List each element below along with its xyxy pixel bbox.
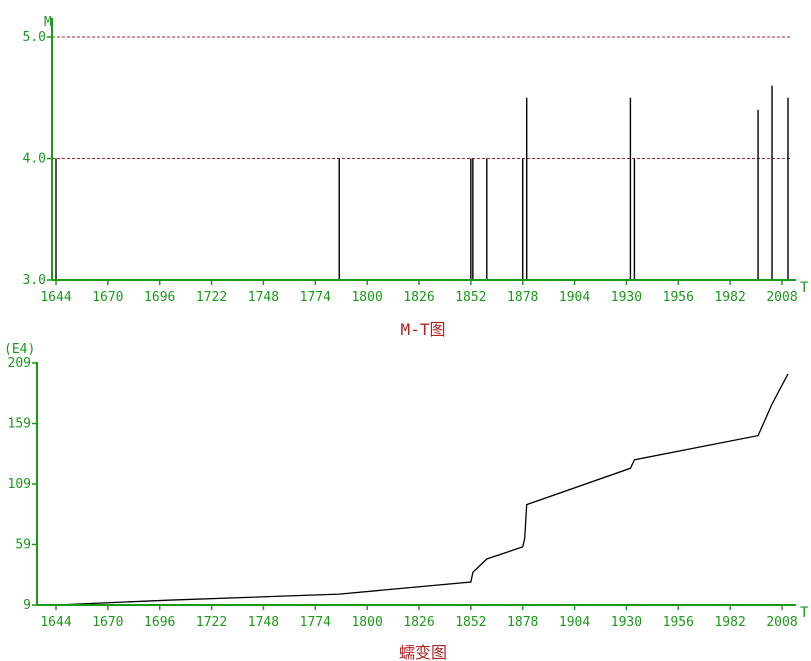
- creep-x-tick-label: 1670: [92, 615, 123, 630]
- mt-x-tick-label: 1930: [611, 290, 642, 305]
- mt-chart: 1644 1670 1696 1722 1748 1774 1800 1826 1852 1878…: [23, 15, 809, 339]
- mt-x-tick-label: 1748: [248, 290, 279, 305]
- creep-y-tick-label: 159: [8, 417, 31, 432]
- mt-x-tick-label: 1722: [196, 290, 227, 305]
- creep-y-tick-label: 59: [15, 538, 31, 553]
- mt-bars: [55, 85, 789, 280]
- mt-x-tick-label: 1956: [663, 290, 694, 305]
- mt-chart-title: M-T图: [401, 320, 446, 339]
- creep-x-tick-label: 1644: [40, 615, 71, 630]
- creep-y-ticks: 9 59 109 159 209: [8, 356, 37, 613]
- creep-x-axis-label: T: [800, 605, 809, 621]
- creep-x-tick-label: 1904: [559, 615, 590, 630]
- mt-ref-lines: [52, 36, 792, 159]
- creep-x-tick-label: 1852: [455, 615, 486, 630]
- creep-x-tick-label: 1956: [663, 615, 694, 630]
- creep-x-tick-label: 1878: [507, 615, 538, 630]
- creep-chart: 1644 1670 1696 1722 1748 1774 1800 1826 1852 1878…: [4, 342, 809, 661]
- creep-x-tick-label: 1722: [196, 615, 227, 630]
- mt-x-tick-label: 1982: [714, 290, 745, 305]
- creep-y-tick-label: 209: [8, 356, 31, 371]
- creep-x-tick-label: 1930: [611, 615, 642, 630]
- creep-y-axis-label: (E4): [4, 342, 35, 357]
- mt-x-tick-label: 1878: [507, 290, 538, 305]
- mt-x-tick-label: 1670: [92, 290, 123, 305]
- mt-y-tick-label: 4.0: [23, 152, 46, 167]
- mt-x-tick-label: 1644: [40, 290, 71, 305]
- creep-y-tick-label: 109: [8, 477, 31, 492]
- mt-x-tick-label: 1800: [351, 290, 382, 305]
- mt-x-ticks: 1644 1670 1696 1722 1748 1774 1800 1826 1852 1878…: [40, 280, 798, 305]
- mt-x-tick-label: 1696: [144, 290, 175, 305]
- mt-x-tick-label: 1826: [403, 290, 434, 305]
- mt-x-axis-label: T: [800, 280, 809, 296]
- creep-x-tick-label: 1800: [351, 615, 382, 630]
- creep-chart-title: 蠕变图: [399, 643, 447, 661]
- mt-x-tick-label: 1904: [559, 290, 590, 305]
- mt-x-tick-label: 2008: [766, 290, 797, 305]
- creep-y-tick-label: 9: [23, 598, 31, 613]
- creep-line: [55, 373, 789, 606]
- creep-x-tick-label: 1982: [714, 615, 745, 630]
- mt-y-tick-label: 3.0: [23, 273, 46, 288]
- creep-x-tick-label: 1826: [403, 615, 434, 630]
- mt-x-tick-label: 1774: [300, 290, 331, 305]
- creep-x-tick-label: 1696: [144, 615, 175, 630]
- creep-x-tick-label: 2008: [766, 615, 797, 630]
- mt-y-axis-label: M: [44, 15, 52, 30]
- creep-x-ticks: 1644 1670 1696 1722 1748 1774 1800 1826 1852 1878…: [40, 605, 798, 630]
- mt-y-ticks: 3.0 4.0 5.0: [23, 30, 52, 288]
- mt-x-tick-label: 1852: [455, 290, 486, 305]
- creep-x-tick-label: 1748: [248, 615, 279, 630]
- creep-x-tick-label: 1774: [300, 615, 331, 630]
- mt-y-tick-label: 5.0: [23, 30, 46, 45]
